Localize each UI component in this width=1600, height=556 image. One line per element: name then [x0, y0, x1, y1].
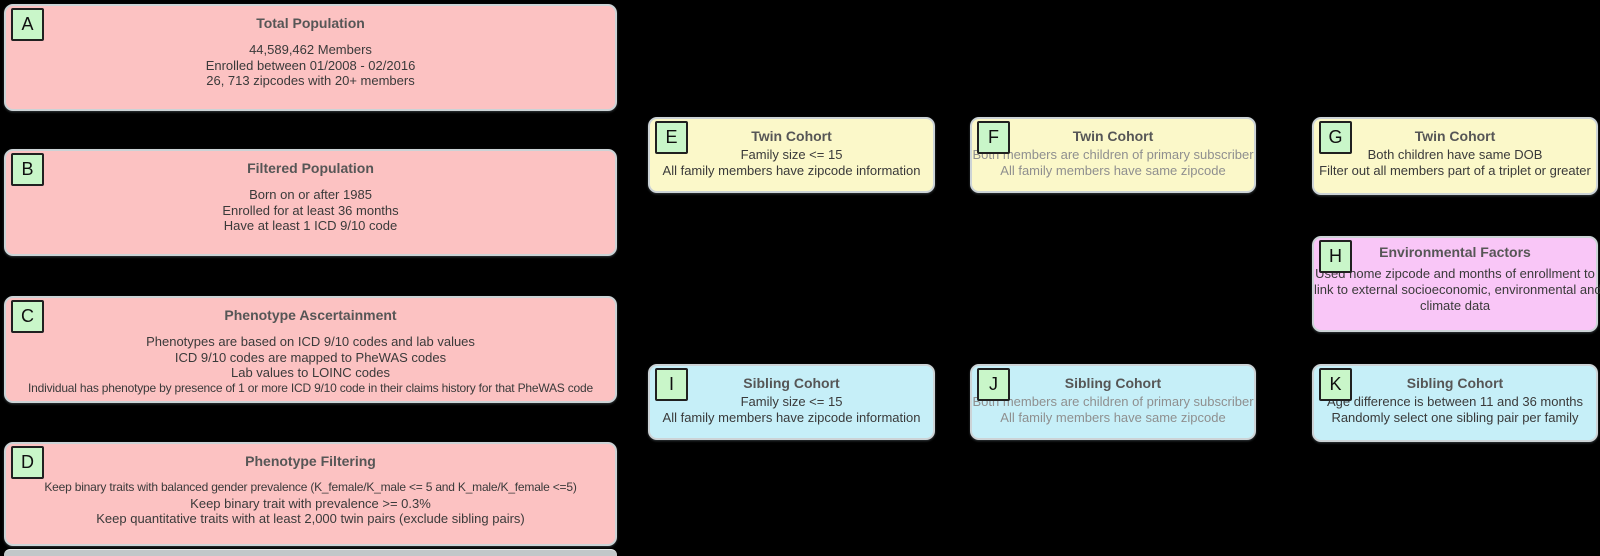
box-j-sibling-cohort: J Sibling Cohort Both members are childr…: [970, 364, 1256, 440]
box-a-total-population: A Total Population 44,589,462 Members En…: [4, 4, 617, 111]
box-body: 44,589,462 Members Enrolled between 01/2…: [6, 42, 615, 89]
box-title: Filtered Population: [247, 160, 374, 176]
body-line: Age difference is between 11 and 36 mont…: [1326, 394, 1584, 409]
box-label-badge: F: [977, 121, 1010, 154]
box-title: Twin Cohort: [1414, 128, 1496, 144]
body-line: Enrolled for at least 36 months: [222, 202, 399, 218]
body-line: climate data: [1419, 298, 1491, 313]
box-body: Keep binary traits with balanced gender …: [6, 480, 615, 527]
box-label-badge: H: [1319, 240, 1352, 273]
box-label-badge: I: [655, 368, 688, 401]
body-line: Family size <= 15: [740, 147, 843, 162]
box-f-twin-cohort: F Twin Cohort Both members are children …: [970, 117, 1256, 193]
body-line: Family size <= 15: [740, 394, 843, 409]
box-body: Family size <= 15 All family members hav…: [650, 394, 933, 426]
body-line: 26, 713 zipcodes with 20+ members: [206, 73, 415, 88]
body-line: Randomly select one sibling pair per fam…: [1331, 410, 1579, 425]
body-line: Individual has phenotype by presence of …: [28, 380, 593, 395]
box-label-badge: K: [1319, 368, 1352, 401]
box-title: Environmental Factors: [1379, 244, 1531, 260]
box-title: Sibling Cohort: [1406, 375, 1504, 391]
box-h-environmental-factors: H Environmental Factors Used home zipcod…: [1312, 236, 1600, 332]
box-body: Phenotypes are based on ICD 9/10 codes a…: [6, 334, 615, 396]
box-title: Twin Cohort: [1072, 128, 1154, 144]
body-line: 44,589,462 Members: [249, 42, 372, 57]
box-label-badge: C: [11, 300, 44, 333]
body-line: Keep quantitative traits with at least 2…: [96, 511, 525, 526]
body-line: ICD 9/10 codes are mapped to PheWAS code…: [174, 349, 447, 365]
box-label-badge: D: [11, 446, 44, 479]
box-e-twin-cohort: E Twin Cohort Family size <= 15 All fami…: [648, 117, 935, 193]
box-title: Twin Cohort: [751, 128, 832, 144]
body-line: Both members are children of primary sub…: [972, 147, 1254, 162]
box-d-phenotype-filtering: D Phenotype Filtering Keep binary traits…: [4, 442, 617, 546]
box-body: Both children have same DOB Filter out a…: [1314, 147, 1596, 179]
body-line: Keep binary traits with balanced gender …: [44, 480, 577, 494]
box-body: Used home zipcode and months of enrollme…: [1314, 266, 1600, 314]
box-body: Both members are children of primary sub…: [972, 147, 1254, 179]
box-title: Sibling Cohort: [743, 375, 840, 391]
partial-box-top-edge: [4, 549, 617, 556]
box-body: Born on or after 1985 Enrolled for at le…: [6, 187, 615, 234]
box-label-badge: G: [1319, 121, 1352, 154]
body-line: link to external socioeconomic, environm…: [1314, 282, 1600, 297]
body-line: Filter out all members part of a triplet…: [1319, 163, 1591, 178]
body-line: Have at least 1 ICD 9/10 code: [223, 218, 398, 233]
body-line: Born on or after 1985: [249, 187, 372, 202]
box-label-badge: J: [977, 368, 1010, 401]
box-label-badge: E: [655, 121, 688, 154]
box-body: Both members are children of primary sub…: [972, 394, 1254, 426]
box-label-badge: B: [11, 153, 44, 186]
box-title: Sibling Cohort: [1064, 375, 1162, 391]
body-line: Used home zipcode and months of enrollme…: [1315, 266, 1595, 281]
box-c-phenotype-ascertainment: C Phenotype Ascertainment Phenotypes are…: [4, 296, 617, 403]
body-line: Both children have same DOB: [1367, 147, 1543, 162]
box-b-filtered-population: B Filtered Population Born on or after 1…: [4, 149, 617, 256]
body-line: All family members have zipcode informat…: [662, 163, 921, 178]
box-k-sibling-cohort: K Sibling Cohort Age difference is betwe…: [1312, 364, 1598, 442]
body-line: Enrolled between 01/2008 - 02/2016: [205, 57, 416, 73]
body-line: Both members are children of primary sub…: [972, 394, 1254, 409]
body-line: Lab values to LOINC codes: [231, 365, 390, 380]
box-label-badge: A: [11, 8, 44, 41]
body-line: All family members have same zipcode: [1000, 410, 1226, 425]
box-i-sibling-cohort: I Sibling Cohort Family size <= 15 All f…: [648, 364, 935, 440]
body-line: Phenotypes are based on ICD 9/10 codes a…: [146, 334, 475, 349]
box-body: Family size <= 15 All family members hav…: [650, 147, 933, 179]
box-body: Age difference is between 11 and 36 mont…: [1314, 394, 1596, 426]
body-line: All family members have same zipcode: [1000, 163, 1226, 178]
box-title: Phenotype Ascertainment: [224, 307, 397, 323]
box-title: Total Population: [256, 15, 365, 31]
body-line: Keep binary trait with prevalence >= 0.3…: [190, 495, 431, 511]
box-g-twin-cohort: G Twin Cohort Both children have same DO…: [1312, 117, 1598, 195]
body-line: All family members have zipcode informat…: [662, 410, 921, 425]
box-title: Phenotype Filtering: [245, 453, 376, 469]
